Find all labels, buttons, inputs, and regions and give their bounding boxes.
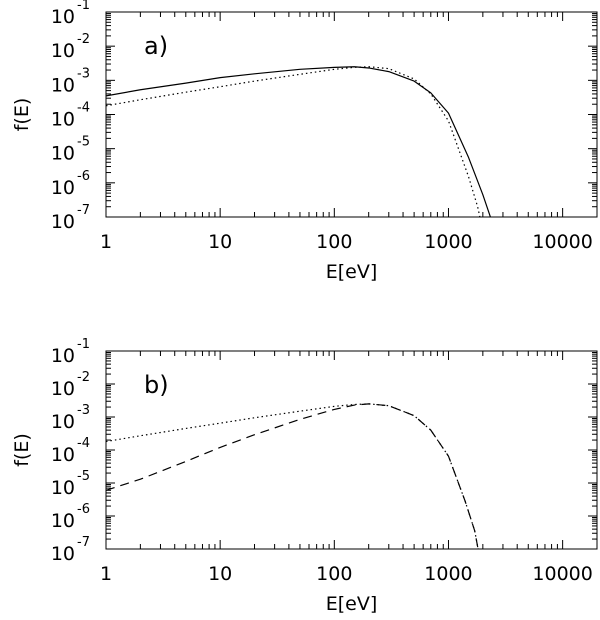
y-tick-base: 10 xyxy=(51,543,75,565)
series-group xyxy=(106,403,479,549)
y-tick-base: 10 xyxy=(51,378,75,400)
y-axis-title: f(E) xyxy=(11,433,33,467)
panel-a: 1 10 100 1000 1000010-110-210-310-410-510-61… xyxy=(11,0,598,283)
y-tick-base: 10 xyxy=(51,477,75,499)
plot-frame xyxy=(105,11,598,218)
x-tick-label: 10000 xyxy=(532,563,592,585)
y-tick-base: 10 xyxy=(51,109,75,131)
y-tick-exponent: -6 xyxy=(77,169,90,184)
y-tick-base: 10 xyxy=(51,40,75,62)
panel-tag: b) xyxy=(144,371,169,399)
x-tick-label: 10 xyxy=(208,231,232,253)
x-tick-label: 100 xyxy=(316,231,352,253)
y-tick-base: 10 xyxy=(51,345,75,367)
x-tick-label: 1000 xyxy=(424,231,472,253)
y-tick-exponent: -2 xyxy=(77,370,90,385)
y-tick-exponent: -7 xyxy=(77,203,90,218)
y-tick-exponent: -3 xyxy=(77,66,90,81)
series-line-solid xyxy=(106,66,492,217)
y-tick-exponent: -6 xyxy=(77,502,90,517)
y-tick-exponent: -4 xyxy=(77,436,90,451)
plot-frame xyxy=(105,350,598,550)
panel-tag: a) xyxy=(144,32,168,60)
x-tick-label: 1000 xyxy=(424,563,472,585)
panel-b: 1 10 100 1000 1000010-110-210-310-410-510-61… xyxy=(11,337,598,615)
y-tick-exponent: -1 xyxy=(77,337,90,352)
y-tick-exponent: -1 xyxy=(77,0,90,13)
series-line-dotted xyxy=(106,403,479,549)
y-tick-base: 10 xyxy=(51,6,75,28)
x-axis-title: E[eV] xyxy=(326,261,378,283)
y-tick-base: 10 xyxy=(51,411,75,433)
x-tick-label: 1 xyxy=(100,231,112,253)
x-tick-label: 10 xyxy=(208,563,232,585)
y-tick-base: 10 xyxy=(51,444,75,466)
series-line-dashed xyxy=(106,403,479,549)
y-tick-exponent: -7 xyxy=(77,535,90,550)
y-tick-exponent: -5 xyxy=(77,469,90,484)
y-tick-exponent: -4 xyxy=(77,101,90,116)
y-tick-exponent: -2 xyxy=(77,32,90,47)
y-tick-base: 10 xyxy=(51,510,75,532)
y-tick-exponent: -3 xyxy=(77,403,90,418)
x-axis-title: E[eV] xyxy=(326,593,378,615)
y-tick-base: 10 xyxy=(51,143,75,165)
series-group xyxy=(106,66,492,217)
y-tick-base: 10 xyxy=(51,211,75,233)
x-tick-label: 1 xyxy=(100,563,112,585)
x-tick-label: 10000 xyxy=(532,231,592,253)
y-tick-base: 10 xyxy=(51,74,75,96)
series-line-dotted xyxy=(106,66,481,217)
x-tick-label: 100 xyxy=(316,563,352,585)
y-tick-exponent: -5 xyxy=(77,135,90,150)
y-axis-title: f(E) xyxy=(11,98,33,132)
y-tick-base: 10 xyxy=(51,177,75,199)
